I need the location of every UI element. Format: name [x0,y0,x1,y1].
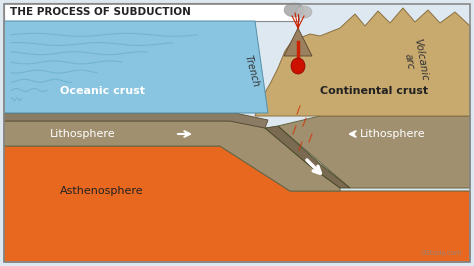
Polygon shape [4,113,268,128]
Text: Continental crust: Continental crust [320,86,428,96]
Text: Lithosphere: Lithosphere [360,129,426,139]
Text: Trench: Trench [243,54,261,88]
Bar [4,3,299,21]
Text: Oceanic crust: Oceanic crust [60,86,145,96]
Polygon shape [284,28,312,56]
Polygon shape [4,121,340,191]
Polygon shape [278,116,470,188]
Ellipse shape [284,3,304,17]
Polygon shape [4,146,470,262]
Polygon shape [265,126,350,188]
Text: Volcanic
arc: Volcanic arc [401,38,429,84]
Text: Asthenosphere: Asthenosphere [60,186,144,196]
Polygon shape [255,8,470,116]
Text: Lithosphere: Lithosphere [50,129,116,139]
Ellipse shape [296,6,312,18]
Text: OStudy.com: OStudy.com [420,250,462,256]
Polygon shape [4,21,268,113]
Ellipse shape [291,58,305,74]
Text: THE PROCESS OF SUBDUCTION: THE PROCESS OF SUBDUCTION [10,7,191,17]
